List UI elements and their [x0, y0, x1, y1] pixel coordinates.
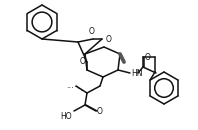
- Text: O: O: [106, 35, 112, 44]
- Text: O: O: [145, 53, 151, 61]
- Text: O: O: [97, 106, 103, 115]
- Text: HN: HN: [131, 69, 143, 77]
- Text: O: O: [80, 57, 86, 66]
- Text: O: O: [89, 27, 95, 36]
- Text: ...: ...: [66, 80, 74, 89]
- Text: HO: HO: [60, 112, 72, 121]
